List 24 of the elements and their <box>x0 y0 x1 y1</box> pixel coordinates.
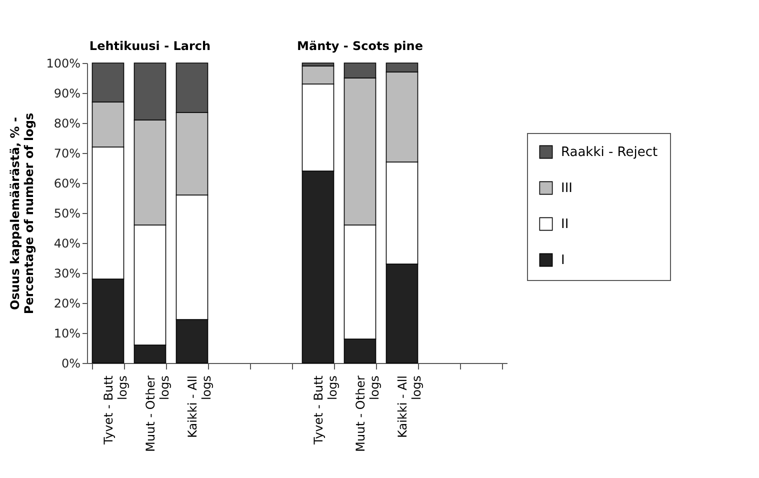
y-tick-label: 50% <box>54 206 80 220</box>
legend-label: II <box>561 217 569 232</box>
text: Lehtikuusi - Larch <box>89 39 211 53</box>
y-tick-label: 90% <box>54 86 80 100</box>
y-tick-label: 0% <box>61 356 80 370</box>
y-tick-label: 60% <box>54 176 80 190</box>
y-tick-label: 40% <box>54 236 80 250</box>
y-tick-label: 30% <box>54 266 80 280</box>
y-tick-label: 100% <box>46 56 80 70</box>
x-tick-label: Muut - Other logs <box>144 375 172 452</box>
legend-label: Raakki - Reject <box>561 145 658 160</box>
y-axis-title: Osuus kappalemäärästä, % - Percentage of number of logs <box>8 112 36 314</box>
x-tick-label: Muut - Other logs <box>354 375 382 452</box>
legend-label: I <box>561 253 565 268</box>
x-tick-label: Kaikki - All logs <box>396 376 424 438</box>
text: Mänty - Scots pine <box>297 39 423 53</box>
x-tick-label: Kaikki - All logs <box>186 376 214 438</box>
y-tick-label: 10% <box>54 326 80 340</box>
y-tick-label: 20% <box>54 296 80 310</box>
y-tick-label: 80% <box>54 116 80 130</box>
x-tick-label: Tyvet - Butt logs <box>312 375 340 446</box>
x-tick-label: Tyvet - Butt logs <box>102 375 130 446</box>
y-tick-label: 70% <box>54 146 80 160</box>
legend-label: III <box>561 181 573 196</box>
